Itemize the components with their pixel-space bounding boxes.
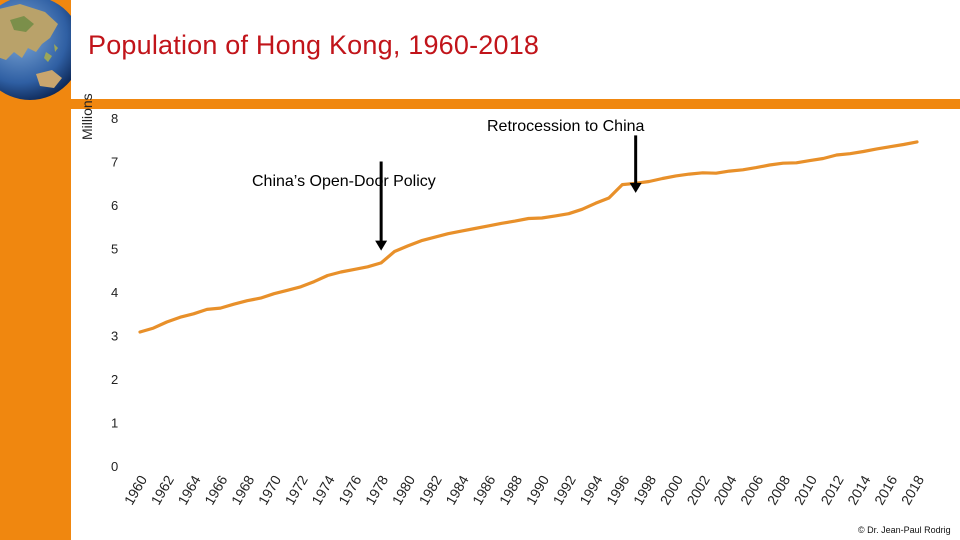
x-tick-label: 1996 [603, 472, 633, 507]
slide-title: Population of Hong Kong, 1960-2018 [88, 30, 540, 60]
x-tick-label: 2016 [871, 472, 901, 507]
x-tick-label: 2010 [791, 472, 821, 507]
annotation-label: China’s Open-Door Policy [252, 173, 436, 190]
y-tick-label: 0 [111, 459, 118, 474]
annotation-label: Retrocession to China [487, 118, 645, 135]
x-tick-label: 2004 [710, 472, 740, 507]
x-tick-label: 2002 [683, 472, 713, 507]
series-layer [138, 140, 919, 334]
x-tick-label: 1970 [255, 472, 285, 507]
x-tick-label: 1988 [496, 472, 526, 507]
y-tick-label: 6 [111, 198, 118, 213]
x-tick-label: 1974 [308, 472, 338, 507]
y-tick-label: 7 [111, 155, 118, 170]
y-tick-label: 5 [111, 242, 118, 257]
x-tick-label: 1978 [362, 472, 392, 507]
y-tick-label: 8 [111, 111, 118, 126]
x-tick-label: 1960 [121, 472, 151, 507]
globe-icon [0, 0, 71, 100]
y-axis-ticks: 0 1 2 3 4 5 6 7 8 [111, 111, 118, 474]
x-tick-label: 2014 [844, 472, 874, 507]
x-tick-label: 1972 [282, 472, 312, 507]
x-tick-label: 1986 [469, 472, 499, 507]
x-tick-label: 1984 [442, 472, 472, 507]
copyright-notice: © Dr. Jean-Paul Rodrig [858, 525, 951, 535]
x-tick-label: 2008 [764, 472, 794, 507]
x-tick-label: 1990 [523, 472, 553, 507]
y-tick-label: 2 [111, 372, 118, 387]
x-tick-label: 1962 [148, 472, 178, 507]
x-tick-label: 1982 [415, 472, 445, 507]
x-tick-label: 1976 [335, 472, 365, 507]
x-tick-label: 1980 [389, 472, 419, 507]
x-tick-label: 1966 [201, 472, 231, 507]
annotation-arrowhead [375, 240, 388, 251]
y-tick-label: 3 [111, 329, 118, 344]
x-tick-label: 1992 [549, 472, 579, 507]
title-underline [71, 99, 960, 109]
population-series-line [138, 140, 919, 334]
x-tick-label: 2006 [737, 472, 767, 507]
x-tick-label: 2018 [898, 472, 928, 507]
x-tick-label: 2012 [817, 472, 847, 507]
x-tick-label: 1968 [228, 472, 258, 507]
annotation-arrowhead [629, 182, 642, 193]
x-tick-label: 1964 [174, 472, 204, 507]
x-tick-label: 2000 [657, 472, 687, 507]
y-tick-label: 4 [111, 285, 118, 300]
x-tick-label: 1998 [630, 472, 660, 507]
y-tick-label: 1 [111, 416, 118, 431]
annotations-layer: China’s Open-Door Policy Retrocession to … [252, 118, 645, 251]
x-axis-ticks: 1960196219641966196819701972197419761978… [121, 472, 928, 507]
x-tick-label: 1994 [576, 472, 606, 507]
